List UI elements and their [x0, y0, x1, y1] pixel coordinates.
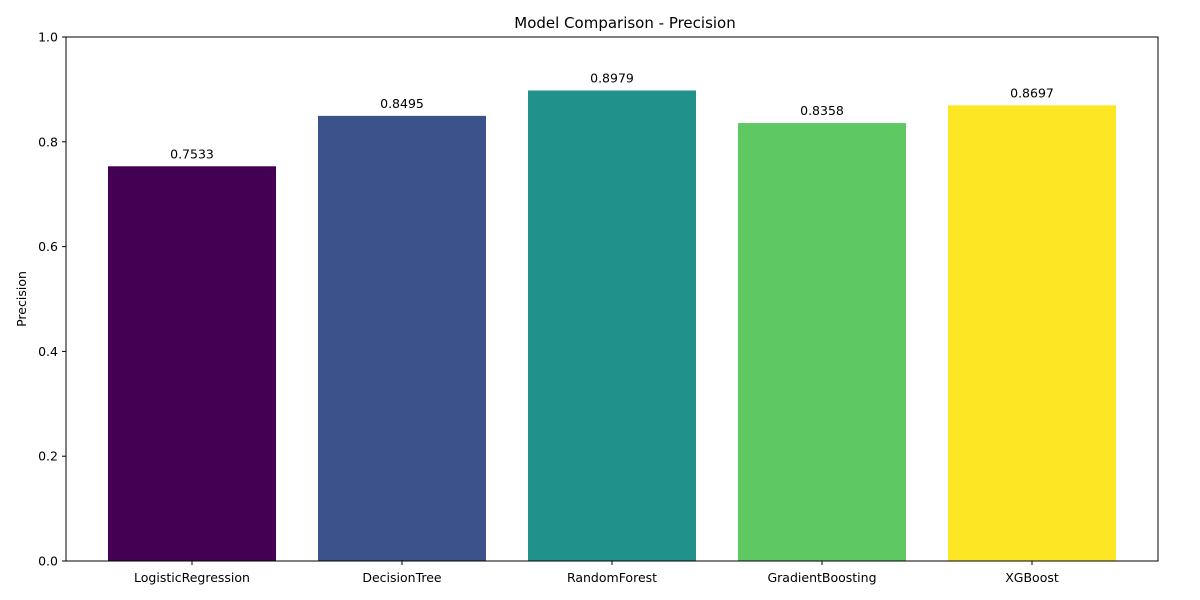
- y-axis-label: Precision: [14, 271, 29, 327]
- data-label-LogisticRegression: 0.7533: [170, 146, 214, 161]
- data-label-RandomForest: 0.8979: [590, 71, 634, 86]
- data-label-XGBoost: 0.8697: [1010, 85, 1054, 100]
- x-tick-label-GradientBoosting: GradientBoosting: [767, 570, 876, 585]
- data-label-GradientBoosting: 0.8358: [800, 103, 844, 118]
- data-label-DecisionTree: 0.8495: [380, 96, 424, 111]
- y-tick-label-0.2: 0.2: [38, 449, 58, 464]
- y-tick-label-1.0: 1.0: [38, 30, 58, 45]
- y-tick-label-0.0: 0.0: [38, 554, 58, 569]
- chart-title: Model Comparison - Precision: [514, 14, 736, 32]
- x-tick-label-RandomForest: RandomForest: [567, 570, 657, 585]
- y-axis: 0.0 0.2 0.4 0.6 0.8 1.0: [38, 30, 66, 569]
- bar-RandomForest: [528, 90, 696, 561]
- bar-DecisionTree: [318, 115, 486, 561]
- x-tick-label-DecisionTree: DecisionTree: [362, 570, 442, 585]
- y-tick-label-0.8: 0.8: [38, 134, 58, 149]
- bar-GradientBoosting: [738, 123, 906, 561]
- x-tick-label-LogisticRegression: LogisticRegression: [134, 570, 250, 585]
- y-tick-label-0.6: 0.6: [38, 239, 58, 254]
- plot-frame: [65, 36, 1159, 562]
- x-tick-label-XGBoost: XGBoost: [1005, 570, 1059, 585]
- bars-layer: [108, 90, 1116, 562]
- bar-LogisticRegression: [108, 166, 276, 561]
- bar-XGBoost: [948, 105, 1116, 562]
- y-tick-label-0.4: 0.4: [38, 344, 58, 359]
- x-axis: LogisticRegression DecisionTree RandomFore…: [134, 561, 1059, 585]
- data-labels-layer: 0.7533 0.8495 0.8979 0.8358 0.8697: [170, 71, 1054, 162]
